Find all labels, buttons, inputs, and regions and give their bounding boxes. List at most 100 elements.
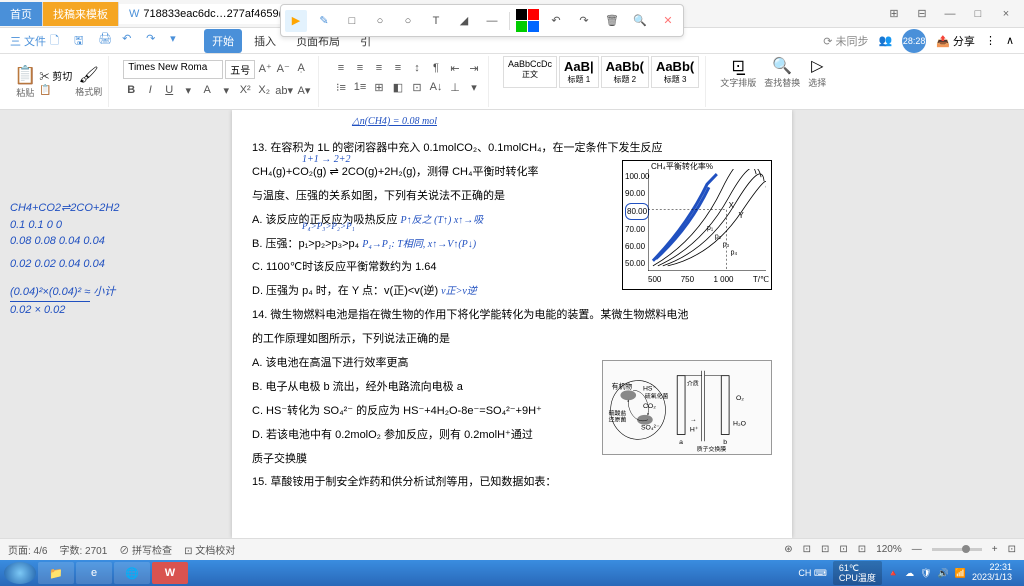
arrow-tool[interactable]: ◢: [453, 10, 475, 32]
tray-icon[interactable]: ☁: [905, 568, 914, 579]
app-browser[interactable]: 🌐: [114, 562, 150, 584]
underline-button[interactable]: U: [161, 82, 177, 98]
more-button[interactable]: ⋮: [985, 34, 996, 47]
maximize-button[interactable]: □: [968, 4, 988, 24]
tray-icon[interactable]: 🔺: [888, 568, 899, 579]
undo-button[interactable]: ↶: [545, 10, 567, 32]
zoom-out[interactable]: —: [912, 544, 922, 555]
text-layout[interactable]: ⊡̲文字排版: [720, 56, 756, 89]
share-button[interactable]: 📤 分享: [936, 33, 975, 49]
fullscreen[interactable]: ⊡: [1008, 544, 1016, 555]
coop-button[interactable]: 👥: [878, 34, 892, 47]
tab-insert[interactable]: 插入: [246, 29, 284, 53]
view-btn[interactable]: ⊡: [858, 544, 866, 555]
clear-format[interactable]: Ạ: [293, 60, 309, 76]
bold-button[interactable]: B: [123, 82, 139, 98]
tab-template[interactable]: 找稿来模板: [43, 2, 119, 26]
paste-icon[interactable]: 📋: [14, 65, 36, 86]
view-btn[interactable]: ⊡: [803, 544, 811, 555]
app-wps[interactable]: W: [152, 562, 188, 584]
subscript[interactable]: X₂: [256, 82, 272, 98]
color-blue[interactable]: [528, 21, 539, 32]
spell-check[interactable]: ⊘ 拼写检查: [119, 542, 172, 557]
zoom-slider[interactable]: [932, 548, 982, 551]
file-menu[interactable]: 三 文件: [10, 33, 46, 49]
color-red[interactable]: [528, 9, 539, 20]
sync-status[interactable]: ⟳ 未同步: [823, 33, 868, 49]
grow-font[interactable]: A⁺: [257, 60, 273, 76]
circle-tool[interactable]: ○: [397, 10, 419, 32]
minimize-button[interactable]: —: [940, 4, 960, 24]
line-tool[interactable]: —: [481, 10, 503, 32]
bullets[interactable]: ⁝≡: [333, 79, 349, 95]
proof-read[interactable]: ⊡ 文档校对: [184, 542, 235, 557]
brush-icon[interactable]: 🖌: [75, 65, 102, 85]
tabs-btn[interactable]: ⊥: [447, 79, 463, 95]
clock[interactable]: 22:31 2023/1/13: [972, 563, 1012, 583]
indent-left[interactable]: ⇤: [447, 60, 463, 76]
borders[interactable]: ⊡: [409, 79, 425, 95]
select-menu[interactable]: ▷选择: [808, 56, 826, 89]
start-button[interactable]: [4, 562, 36, 584]
trash-button[interactable]: 🗑: [601, 10, 623, 32]
tray-icon[interactable]: 🛡: [920, 568, 931, 579]
cut-button[interactable]: ✂ 剪切: [39, 68, 72, 83]
tab-home[interactable]: 首页: [0, 2, 43, 26]
style-h1[interactable]: AaB|标题 1: [559, 56, 599, 88]
view-btn[interactable]: ⊛: [784, 544, 792, 555]
highlight[interactable]: ab▾: [275, 82, 293, 98]
color-green[interactable]: [516, 21, 527, 32]
tray-icon[interactable]: 📶: [955, 568, 966, 579]
font-size-select[interactable]: 五号: [225, 60, 255, 79]
view-btn[interactable]: ⊡: [839, 544, 847, 555]
pen-tool[interactable]: ✎: [313, 10, 335, 32]
font-color[interactable]: A: [199, 82, 215, 98]
color-black[interactable]: [516, 9, 527, 20]
align-left[interactable]: ≡: [333, 60, 349, 76]
view-btn[interactable]: ⊡: [821, 544, 829, 555]
shading[interactable]: ◧: [390, 79, 406, 95]
line-spacing[interactable]: ↕: [409, 60, 425, 76]
font-more2[interactable]: ▾: [218, 82, 234, 98]
copy-button[interactable]: 📋: [39, 85, 72, 96]
close-toolbar[interactable]: ✕: [657, 10, 679, 32]
app-explorer[interactable]: 📁: [38, 562, 74, 584]
page-indicator[interactable]: 页面: 4/6: [8, 542, 47, 557]
zoom-in[interactable]: +: [992, 544, 998, 555]
qat-more[interactable]: ▾: [170, 32, 188, 50]
superscript[interactable]: X²: [237, 82, 253, 98]
para-more[interactable]: ▾: [466, 79, 482, 95]
collapse-button[interactable]: ∧: [1006, 34, 1014, 47]
indent-right[interactable]: ⇥: [466, 60, 482, 76]
app-ie[interactable]: e: [76, 562, 112, 584]
close-button[interactable]: ×: [996, 4, 1016, 24]
font-more[interactable]: ▾: [180, 82, 196, 98]
tab-start[interactable]: 开始: [204, 29, 242, 53]
undo-button[interactable]: ↶: [122, 32, 140, 50]
style-h3[interactable]: AaBb(标题 3: [651, 56, 699, 88]
document-page[interactable]: △n(CH4) = 0.08 mol 13. 在容积为 1L 的密闭容器中充入 …: [232, 110, 792, 538]
zoom-button[interactable]: 🔍: [629, 10, 651, 32]
text-tool[interactable]: T: [425, 10, 447, 32]
multilevel[interactable]: ⊞: [371, 79, 387, 95]
pointer-tool[interactable]: ▶: [285, 10, 307, 32]
style-normal[interactable]: AaBbCcDc正文: [503, 56, 557, 88]
word-count[interactable]: 字数: 2701: [59, 542, 107, 557]
new-button[interactable]: 🗋: [50, 32, 68, 50]
sort[interactable]: A↓: [428, 79, 444, 95]
font-color2[interactable]: A▾: [296, 82, 312, 98]
ime-indicator[interactable]: CH ⌨: [798, 568, 827, 579]
justify[interactable]: ≡: [390, 60, 406, 76]
shrink-font[interactable]: A⁻: [275, 60, 291, 76]
show-marks[interactable]: ¶: [428, 60, 444, 76]
weather-widget[interactable]: 61℃ CPU温度: [833, 561, 882, 585]
font-family-select[interactable]: Times New Roma: [123, 60, 223, 79]
ellipse-tool[interactable]: ○: [369, 10, 391, 32]
align-center[interactable]: ≡: [352, 60, 368, 76]
numbering[interactable]: 1≡: [352, 79, 368, 95]
app-icon[interactable]: ⊟: [912, 4, 932, 24]
tray-icon[interactable]: 🔊: [938, 568, 949, 579]
align-right[interactable]: ≡: [371, 60, 387, 76]
find-replace[interactable]: 🔍查找替换: [764, 56, 800, 89]
print-button[interactable]: 🖨: [98, 32, 116, 50]
